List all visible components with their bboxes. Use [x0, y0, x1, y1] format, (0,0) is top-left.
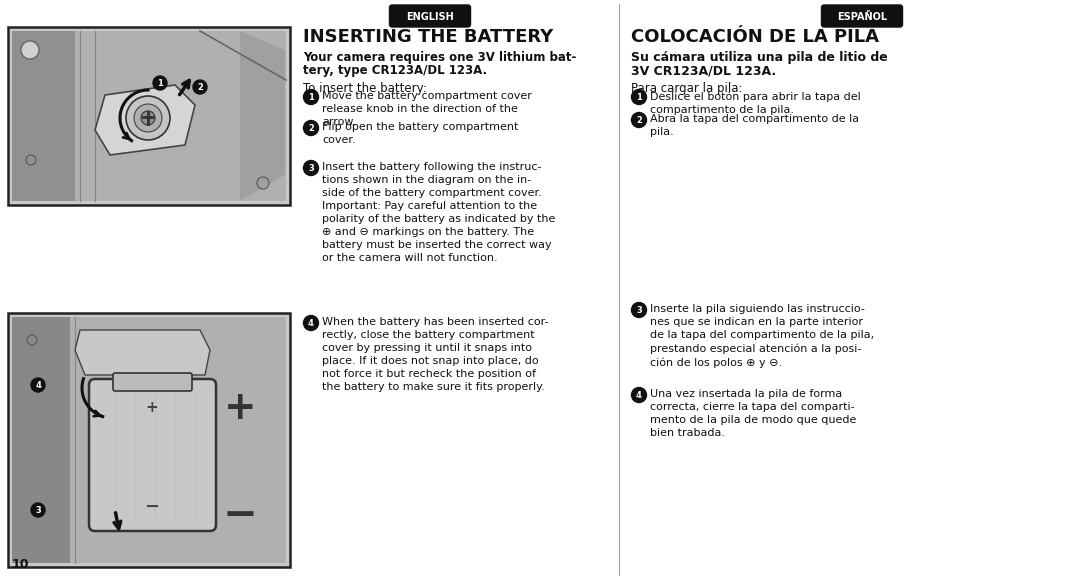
- Circle shape: [141, 111, 156, 125]
- Text: Su cámara utiliza una pila de litio de: Su cámara utiliza una pila de litio de: [631, 51, 888, 64]
- FancyBboxPatch shape: [113, 373, 192, 391]
- Text: 4: 4: [636, 391, 642, 400]
- FancyBboxPatch shape: [12, 31, 286, 201]
- Text: Insert the battery following the instruc-
tions shown in the diagram on the in-
: Insert the battery following the instruc…: [322, 162, 555, 263]
- Circle shape: [21, 41, 39, 59]
- Circle shape: [134, 104, 162, 132]
- Circle shape: [632, 302, 647, 317]
- Circle shape: [632, 90, 647, 104]
- Polygon shape: [95, 85, 195, 155]
- Text: 1: 1: [157, 79, 163, 88]
- Circle shape: [632, 112, 647, 127]
- Text: INSERTING THE BATTERY: INSERTING THE BATTERY: [303, 28, 553, 46]
- Text: 3: 3: [636, 306, 642, 315]
- Polygon shape: [12, 31, 75, 201]
- FancyBboxPatch shape: [822, 5, 903, 27]
- Text: ESPAÑOL: ESPAÑOL: [837, 12, 887, 21]
- Text: 3V CR123A/DL 123A.: 3V CR123A/DL 123A.: [631, 64, 777, 77]
- Circle shape: [303, 120, 319, 135]
- Bar: [8, 313, 291, 567]
- Text: Abra la tapa del compartimento de la
pila.: Abra la tapa del compartimento de la pil…: [650, 114, 859, 137]
- Text: −: −: [222, 494, 257, 536]
- Text: 4: 4: [35, 381, 41, 390]
- Circle shape: [193, 80, 207, 94]
- Text: +: +: [224, 389, 256, 427]
- Text: To insert the battery:: To insert the battery:: [303, 82, 427, 95]
- Text: +: +: [146, 400, 159, 415]
- Text: 3: 3: [308, 164, 314, 173]
- Text: Deslice el botón para abrir la tapa del
compartimento de la pila.: Deslice el botón para abrir la tapa del …: [650, 91, 861, 115]
- Text: Inserte la pila siguiendo las instruccio-
nes que se indican en la parte interio: Inserte la pila siguiendo las instruccio…: [650, 304, 874, 368]
- Polygon shape: [12, 317, 70, 563]
- Text: 1: 1: [308, 93, 314, 102]
- Text: 10: 10: [12, 558, 29, 571]
- Bar: [8, 27, 291, 205]
- Text: Your camera requires one 3V lithium bat-: Your camera requires one 3V lithium bat-: [303, 51, 577, 64]
- Text: Para cargar la pila:: Para cargar la pila:: [631, 82, 743, 95]
- Text: Una vez insertada la pila de forma
correcta, cierre la tapa del comparti-
mento : Una vez insertada la pila de forma corre…: [650, 389, 856, 438]
- Text: ENGLISH: ENGLISH: [406, 12, 454, 21]
- Circle shape: [303, 160, 319, 175]
- Text: 2: 2: [197, 83, 203, 92]
- Text: −: −: [145, 498, 160, 516]
- Circle shape: [303, 90, 319, 104]
- Text: COLOCACIÓN DE LA PILA: COLOCACIÓN DE LA PILA: [631, 28, 879, 46]
- Circle shape: [31, 503, 45, 517]
- Circle shape: [31, 378, 45, 392]
- Text: Move the battery compartment cover
release knob in the direction of the
arrow.: Move the battery compartment cover relea…: [322, 91, 531, 127]
- Text: When the battery has been inserted cor-
rectly, close the battery compartment
co: When the battery has been inserted cor- …: [322, 317, 549, 392]
- Polygon shape: [240, 31, 285, 201]
- Text: tery, type CR123A/DL 123A.: tery, type CR123A/DL 123A.: [303, 64, 487, 77]
- Polygon shape: [75, 330, 210, 375]
- Text: 4: 4: [308, 319, 314, 328]
- Text: 2: 2: [308, 124, 314, 133]
- Text: 2: 2: [636, 116, 642, 125]
- Text: 3: 3: [36, 506, 41, 515]
- Circle shape: [303, 316, 319, 331]
- Circle shape: [632, 387, 647, 402]
- Text: Flip open the battery compartment
cover.: Flip open the battery compartment cover.: [322, 122, 518, 145]
- FancyBboxPatch shape: [12, 317, 286, 563]
- FancyBboxPatch shape: [390, 5, 471, 27]
- Text: 1: 1: [636, 93, 642, 102]
- Circle shape: [126, 96, 170, 140]
- Circle shape: [153, 76, 167, 90]
- FancyBboxPatch shape: [89, 379, 216, 531]
